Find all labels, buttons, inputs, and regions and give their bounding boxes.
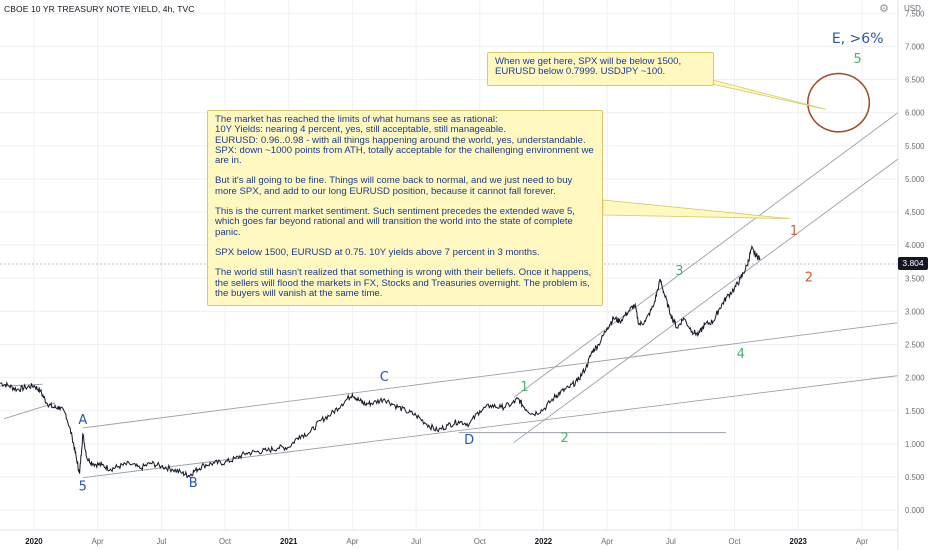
price-line	[0, 244, 761, 479]
wave-label: 1	[520, 380, 528, 395]
target-circle	[807, 72, 871, 133]
target-circle-path	[807, 72, 871, 133]
wave-label: 4	[737, 347, 745, 362]
x-tick-label: Jul	[666, 537, 676, 546]
y-tick-label: 2.500	[905, 341, 925, 350]
note-paragraph: But it's all going to be fine. Things wi…	[215, 175, 576, 197]
trend-lines	[0, 112, 899, 479]
trend-line	[82, 322, 899, 429]
wave-label: C	[380, 370, 389, 385]
wave-label: B	[189, 476, 198, 491]
note-paragraph: This is the current market sentiment. Su…	[215, 206, 578, 238]
x-tick-label: Oct	[474, 537, 487, 546]
y-tick-label: 7.500	[905, 9, 925, 18]
wave-label: 3	[675, 264, 683, 279]
y-tick-label: 7.000	[905, 42, 925, 51]
x-tick-label: Oct	[219, 537, 232, 546]
trend-line	[0, 383, 43, 387]
y-tick-label: 4.500	[905, 208, 925, 217]
x-tick-label: 2021	[280, 537, 298, 546]
x-tick-label: 2022	[535, 537, 553, 546]
note-paragraph: The market has reached the limits of wha…	[215, 114, 594, 167]
wave-label: 5	[79, 479, 87, 494]
x-tick-label: Jul	[156, 537, 166, 546]
price-series	[0, 244, 761, 479]
trend-line	[513, 158, 899, 443]
x-tick-label: Jul	[411, 537, 421, 546]
y-tick-label: 0.500	[905, 473, 925, 482]
trend-line	[4, 402, 56, 420]
x-tick-label: 2023	[790, 537, 808, 546]
analysis-note[interactable]: The market has reached the limits of wha…	[207, 110, 603, 306]
wave-labels: 5 A B C D 1 2 3 4 1 2 E, >6% 5	[78, 31, 883, 494]
target-note[interactable]: When we get here, SPX will be below 1500…	[487, 52, 714, 86]
wave-label: A	[78, 413, 87, 428]
wave-label: E, >6%	[832, 31, 884, 47]
callout-pointer	[602, 199, 790, 219]
note-paragraph: The world still hasn't realized that som…	[215, 267, 594, 299]
y-axis: 0.000 0.500 1.000 1.500 2.000 2.500 3.000 3.500…	[905, 9, 925, 515]
x-tick-label: Apr	[346, 537, 359, 546]
wave-label: 2	[561, 431, 569, 446]
y-tick-label: 1.000	[905, 440, 925, 449]
chart-title: CBOE 10 YR TREASURY NOTE YIELD, 4h, TVC	[4, 4, 195, 14]
note-paragraph: SPX below 1500, EURUSD at 0.75. 10Y yiel…	[215, 246, 540, 258]
y-tick-label: 2.000	[905, 374, 925, 383]
x-tick-label: 2020	[25, 537, 43, 546]
wave-label: 5	[854, 52, 862, 67]
wave-label: D	[464, 433, 474, 448]
y-tick-label: 0.000	[905, 506, 925, 515]
x-tick-label: Apr	[92, 537, 105, 546]
x-axis: 2020 Apr Jul Oct 2021 Apr Jul Oct 2022 Apr Jul Oct 2…	[25, 537, 868, 546]
target-note-text: When we get here, SPX will be below 1500…	[495, 56, 682, 78]
y-tick-label: 3.000	[905, 307, 925, 316]
currency-label: USD	[904, 4, 921, 13]
x-tick-label: Oct	[728, 537, 741, 546]
y-tick-label: 6.500	[905, 76, 925, 85]
trend-line	[513, 112, 899, 398]
last-price-badge: 3.804	[898, 257, 928, 270]
x-tick-label: Apr	[601, 537, 614, 546]
y-tick-label: 4.000	[905, 241, 925, 250]
wave-label: 2	[805, 271, 813, 286]
settings-icon[interactable]: ⚙	[879, 3, 889, 15]
y-tick-label: 5.500	[905, 142, 925, 151]
y-tick-label: 1.500	[905, 407, 925, 416]
x-tick-label: Apr	[856, 537, 869, 546]
y-tick-label: 6.000	[905, 109, 925, 118]
y-tick-label: 5.000	[905, 175, 925, 184]
wave-label: 1	[790, 224, 798, 239]
y-tick-label: 3.500	[905, 274, 925, 283]
